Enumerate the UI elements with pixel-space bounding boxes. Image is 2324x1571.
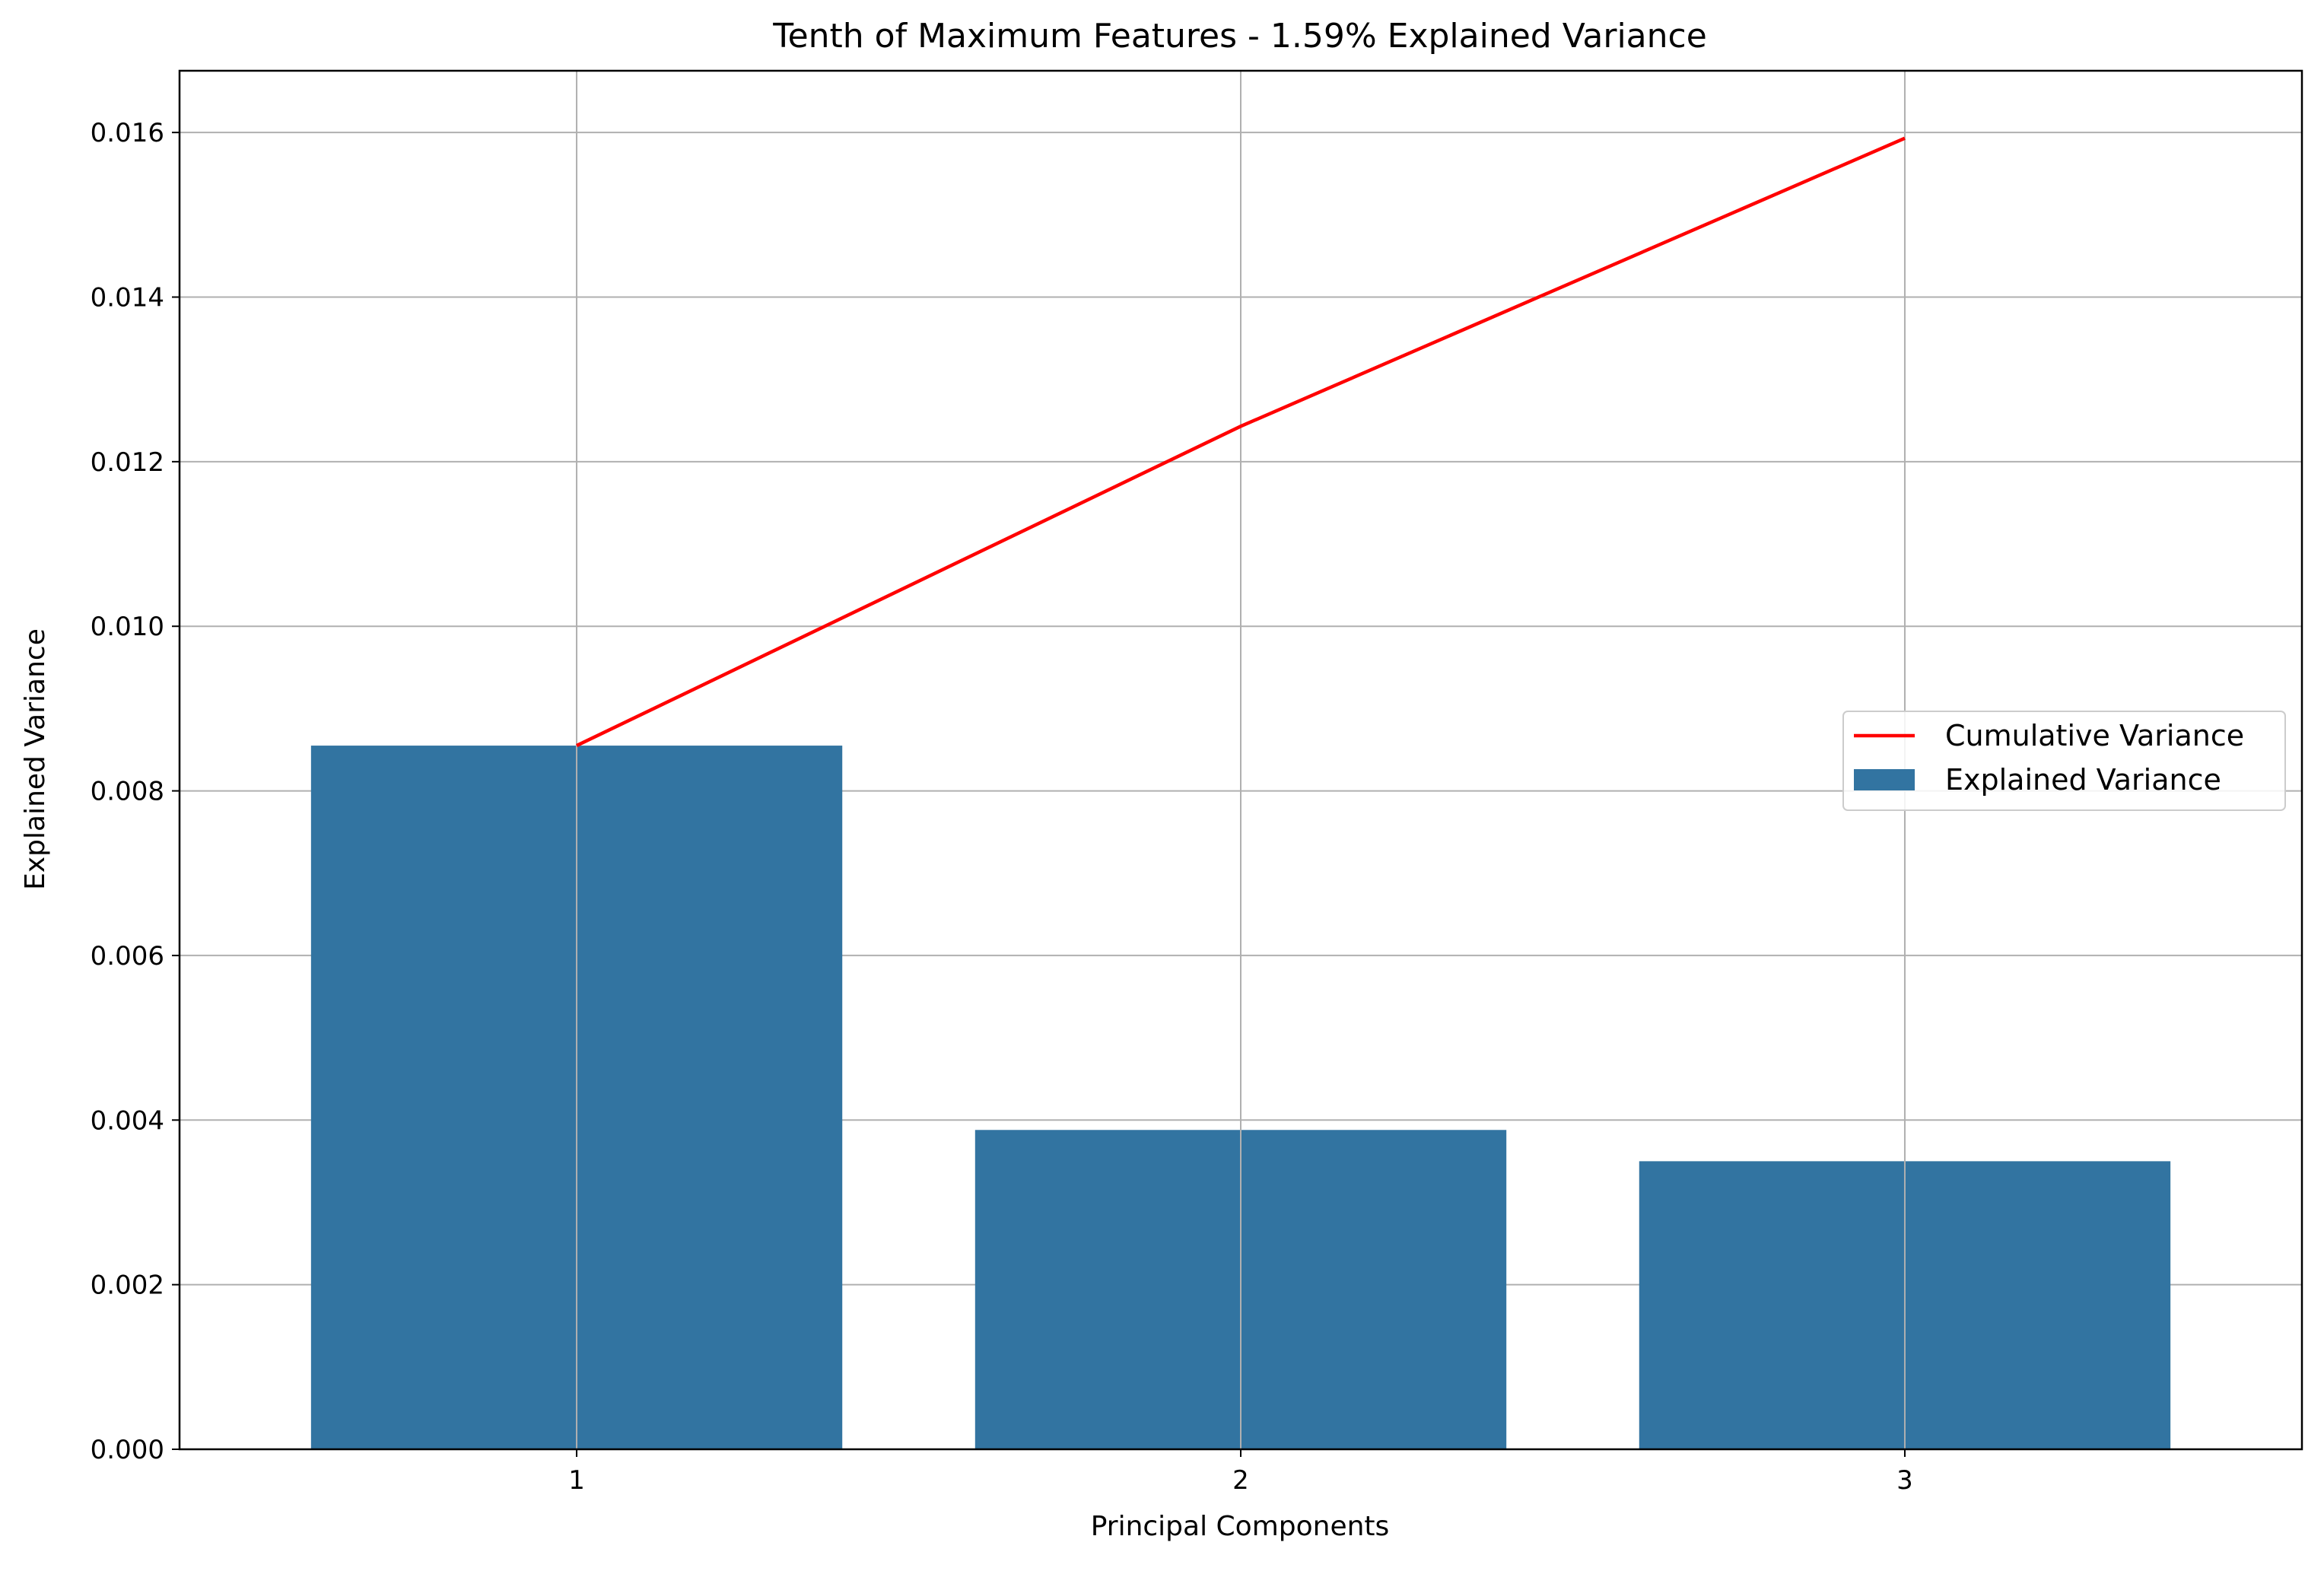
y-tick-label: 0.002 (91, 1270, 164, 1301)
y-tick-label: 0.004 (91, 1105, 164, 1136)
legend-swatch-bar (1854, 769, 1915, 790)
x-tick-label: 1 (568, 1465, 585, 1496)
cumulative-variance-line (576, 136, 1906, 748)
legend: Cumulative Variance Explained Variance (1842, 711, 2286, 811)
y-tick-label: 0.006 (91, 941, 164, 972)
tick-layer: 0.000 0.002 0.004 0.006 0.008 0.010 0.012 0.014… (91, 118, 1913, 1496)
line-layer (576, 136, 1906, 748)
chart-title: Tenth of Maximum Features - 1.59% Explai… (772, 17, 1707, 56)
y-tick-label: 0.008 (91, 777, 164, 807)
y-tick-label: 0.014 (91, 282, 164, 313)
x-tick-label: 3 (1896, 1465, 1913, 1496)
y-tick-label: 0.012 (91, 447, 164, 478)
x-axis-label: Principal Components (1091, 1511, 1390, 1542)
legend-label: Cumulative Variance (1945, 719, 2244, 752)
legend-box (1842, 711, 2286, 811)
bar-layer (310, 71, 2171, 1449)
y-axis-label: Explained Variance (20, 628, 51, 890)
legend-label: Explained Variance (1945, 763, 2221, 797)
y-tick-label: 0.010 (91, 612, 164, 642)
y-tick-label: 0.000 (91, 1435, 164, 1465)
x-tick-label: 2 (1232, 1465, 1249, 1496)
y-tick-label: 0.016 (91, 118, 164, 148)
